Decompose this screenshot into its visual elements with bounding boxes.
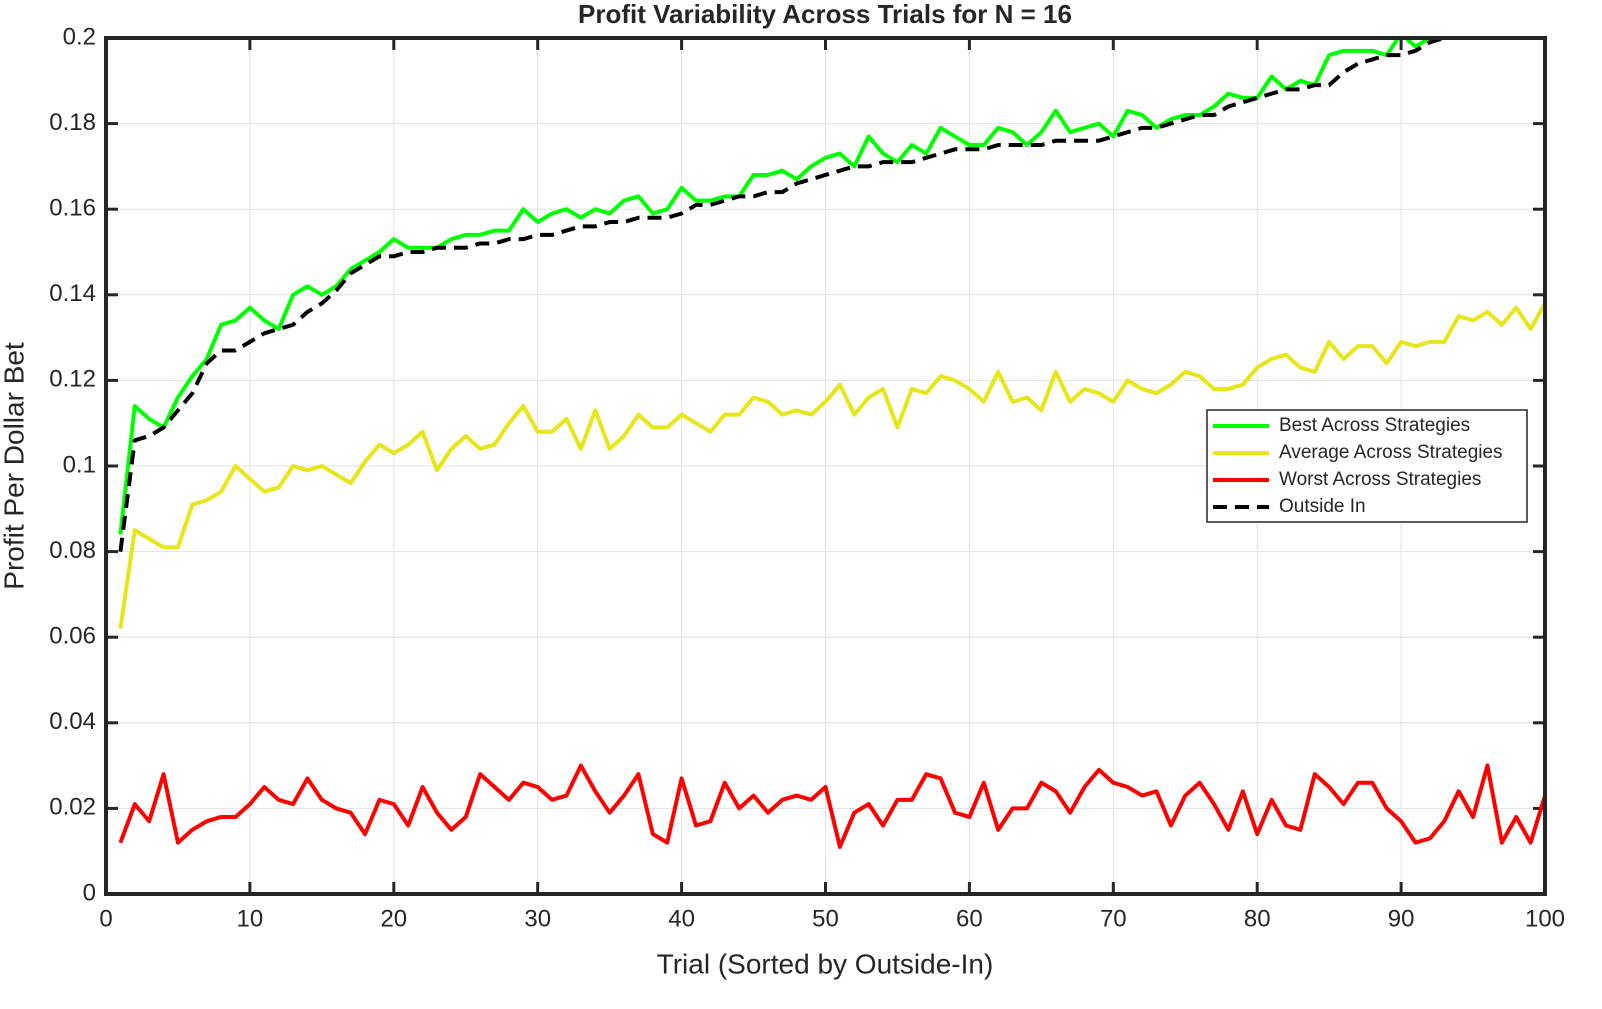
legend-box xyxy=(1206,409,1528,523)
y-tick-label: 0 xyxy=(83,879,96,906)
y-tick-label: 0.2 xyxy=(63,23,96,50)
x-tick-label: 80 xyxy=(1244,905,1271,932)
x-tick-label: 10 xyxy=(237,905,264,932)
series-line xyxy=(118,763,1545,849)
x-axis-label: Trial (Sorted by Outside-In) xyxy=(657,948,994,979)
chart-title: Profit Variability Across Trials for N =… xyxy=(578,0,1072,29)
x-tick-label: 70 xyxy=(1100,905,1127,932)
y-tick-label: 0.12 xyxy=(49,366,96,393)
x-tick-label: 50 xyxy=(812,905,839,932)
x-tick-label: 30 xyxy=(524,905,551,932)
y-tick-label: 0.06 xyxy=(49,623,96,650)
y-axis-label: Profit Per Dollar Bet xyxy=(0,342,29,590)
plot-lines xyxy=(118,38,1545,849)
series-line xyxy=(118,38,1433,535)
x-tick-label: 20 xyxy=(380,905,407,932)
y-tick-label: 0.08 xyxy=(49,537,96,564)
x-tick-label: 60 xyxy=(956,905,983,932)
y-tick-label: 0.16 xyxy=(49,195,96,222)
y-tick-label: 0.04 xyxy=(49,708,96,735)
axes-box xyxy=(104,36,1547,896)
series-line xyxy=(118,38,1452,552)
x-tick-label: 0 xyxy=(99,905,112,932)
legend-label: Best Across Strategies xyxy=(1279,415,1470,436)
legend-label: Worst Across Strategies xyxy=(1279,469,1481,490)
x-tick-label: 90 xyxy=(1388,905,1415,932)
y-tick-label: 0.14 xyxy=(49,280,96,307)
x-tick-label: 100 xyxy=(1525,905,1565,932)
x-tick-label: 40 xyxy=(668,905,695,932)
y-tick-label: 0.1 xyxy=(63,451,96,478)
series-line xyxy=(118,302,1545,629)
legend-label: Outside In xyxy=(1279,496,1366,517)
y-tick-label: 0.18 xyxy=(49,109,96,136)
y-tick-label: 0.02 xyxy=(49,794,96,821)
legend-label: Average Across Strategies xyxy=(1279,442,1503,463)
